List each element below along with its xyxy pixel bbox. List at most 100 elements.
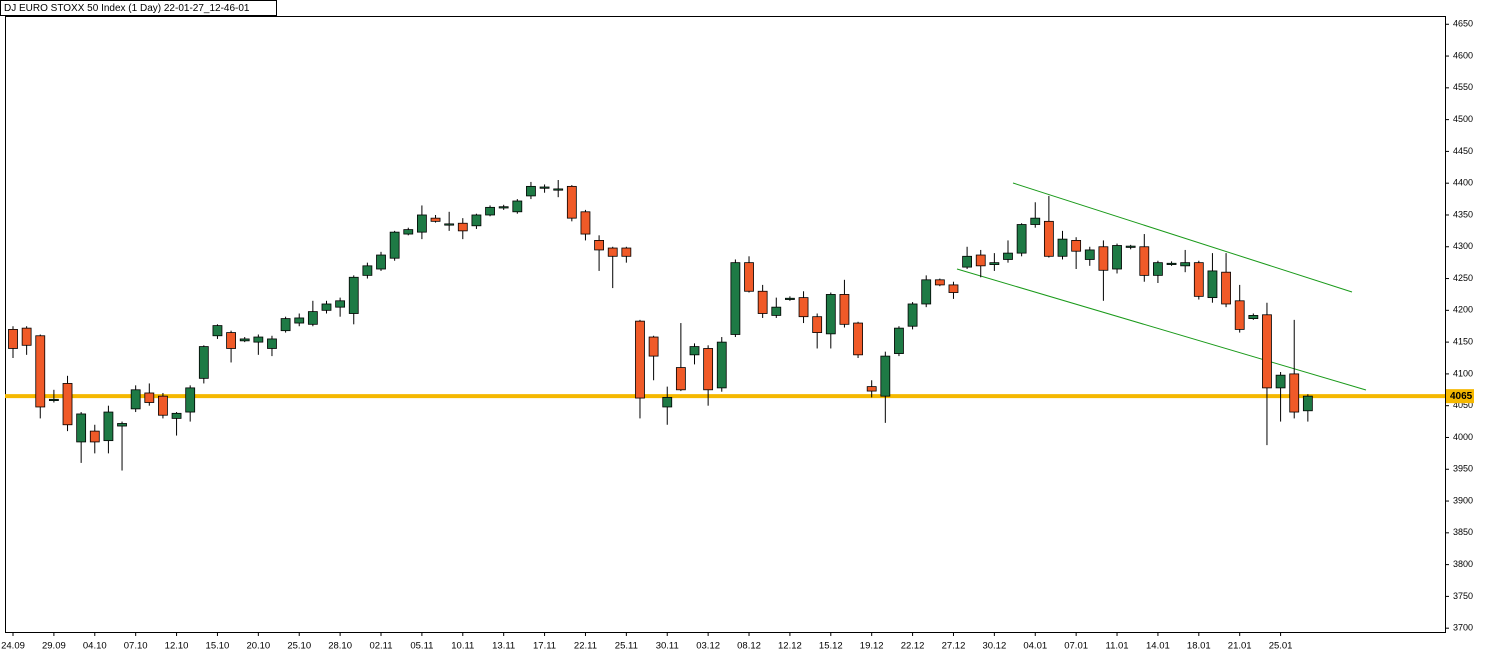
candle-body bbox=[1302, 395, 1313, 412]
y-tick-label: 4600 bbox=[1453, 50, 1473, 60]
trend-line bbox=[956, 268, 1367, 391]
candle-body bbox=[294, 317, 305, 324]
x-tick-label: 18.01 bbox=[1187, 641, 1211, 652]
x-tick-label: 03.12 bbox=[696, 641, 720, 652]
chart-title: DJ EURO STOXX 50 Index (1 Day) 22-01-27_… bbox=[4, 3, 250, 14]
candle-body bbox=[376, 254, 386, 270]
candle-body bbox=[280, 318, 291, 332]
candle-body bbox=[526, 185, 536, 197]
candle-body bbox=[48, 398, 59, 402]
x-tick-label: 15.12 bbox=[819, 641, 843, 652]
y-tick-label: 3900 bbox=[1453, 495, 1473, 505]
trend-line bbox=[1012, 182, 1353, 293]
candle-body bbox=[1275, 374, 1286, 389]
candle-body bbox=[267, 338, 277, 349]
candle-body bbox=[798, 297, 809, 318]
candle-body bbox=[894, 327, 904, 354]
candle-body bbox=[934, 279, 945, 286]
x-tick-label: 25.10 bbox=[287, 641, 311, 652]
candle-body bbox=[8, 329, 18, 349]
x-tick-label: 30.12 bbox=[982, 641, 1006, 652]
candle-body bbox=[566, 185, 577, 219]
candle-body bbox=[866, 386, 877, 392]
candle-body bbox=[1248, 315, 1259, 319]
x-tick-label: 22.11 bbox=[574, 641, 597, 652]
x-tick-label: 12.10 bbox=[165, 641, 189, 652]
candle-body bbox=[1112, 245, 1122, 270]
candle-body bbox=[185, 387, 196, 413]
candle-body bbox=[103, 411, 114, 442]
candle-body bbox=[1030, 217, 1041, 225]
candle-body bbox=[635, 320, 645, 399]
x-tick-label: 21.01 bbox=[1228, 641, 1252, 652]
candle-body bbox=[785, 297, 795, 300]
candle-body bbox=[1153, 262, 1163, 276]
candle-body bbox=[594, 240, 604, 251]
candle-body bbox=[757, 290, 768, 314]
x-tick-label: 04.01 bbox=[1023, 641, 1047, 652]
y-tick-label: 3700 bbox=[1453, 623, 1473, 633]
candle-body bbox=[621, 247, 632, 257]
candle-body bbox=[403, 229, 414, 235]
candle-body bbox=[907, 303, 918, 327]
candle-body bbox=[444, 223, 455, 226]
y-tick-label: 4650 bbox=[1453, 19, 1473, 29]
candle-body bbox=[716, 341, 727, 389]
candle-body bbox=[1057, 238, 1068, 257]
x-tick-label: 05.11 bbox=[410, 641, 433, 652]
x-tick-label: 19.12 bbox=[860, 641, 884, 652]
y-tick-label: 3950 bbox=[1453, 464, 1473, 474]
candle-body bbox=[76, 413, 87, 443]
candle-body bbox=[1043, 220, 1054, 257]
y-tick-label: 4050 bbox=[1453, 400, 1473, 410]
x-tick-label: 24.09 bbox=[1, 641, 25, 652]
x-tick-label: 13.11 bbox=[492, 641, 515, 652]
x-tick-label: 20.10 bbox=[246, 641, 270, 652]
candle-body bbox=[1193, 262, 1204, 297]
y-tick-label: 4450 bbox=[1453, 146, 1473, 156]
candle-body bbox=[144, 392, 155, 403]
candle-body bbox=[198, 346, 209, 379]
y-tick-label: 4100 bbox=[1453, 368, 1473, 378]
candle-body bbox=[212, 325, 223, 337]
candle-body bbox=[416, 214, 427, 233]
candle-body bbox=[703, 348, 714, 391]
x-tick-label: 22.12 bbox=[901, 641, 925, 652]
candle-body bbox=[253, 336, 264, 343]
y-tick-label: 4350 bbox=[1453, 209, 1473, 219]
y-tick-label: 3850 bbox=[1453, 527, 1473, 537]
candle-body bbox=[989, 262, 1000, 265]
candle-body bbox=[580, 211, 591, 235]
candle-body bbox=[389, 231, 400, 259]
candle-body bbox=[812, 316, 823, 333]
candle-body bbox=[457, 222, 468, 232]
candle-body bbox=[171, 412, 182, 419]
candle-body bbox=[430, 217, 441, 222]
candle-body bbox=[1221, 271, 1231, 305]
candle-body bbox=[307, 311, 318, 325]
candle-body bbox=[662, 397, 673, 408]
candle-body bbox=[485, 206, 495, 216]
candle-body bbox=[62, 383, 73, 426]
candle-body bbox=[321, 303, 332, 311]
x-tick-label: 29.09 bbox=[42, 641, 66, 652]
candle-body bbox=[539, 186, 550, 189]
candle-body bbox=[880, 355, 891, 397]
candle-body bbox=[1289, 373, 1300, 413]
y-tick-label: 4000 bbox=[1453, 432, 1473, 442]
x-tick-label: 25.11 bbox=[615, 641, 638, 652]
x-tick-label: 17.11 bbox=[533, 641, 556, 652]
candle-body bbox=[1180, 262, 1191, 267]
plot-frame bbox=[5, 16, 1446, 633]
y-tick-label: 4200 bbox=[1453, 305, 1473, 315]
candle-body bbox=[498, 206, 509, 209]
candle-body bbox=[1016, 224, 1027, 254]
x-tick-label: 14.01 bbox=[1146, 641, 1170, 652]
candle-body bbox=[553, 188, 564, 191]
candle-body bbox=[1166, 262, 1177, 265]
candle-body bbox=[21, 327, 32, 346]
x-tick-label: 15.10 bbox=[206, 641, 230, 652]
candle-body bbox=[239, 338, 250, 342]
candle-body bbox=[825, 294, 836, 335]
